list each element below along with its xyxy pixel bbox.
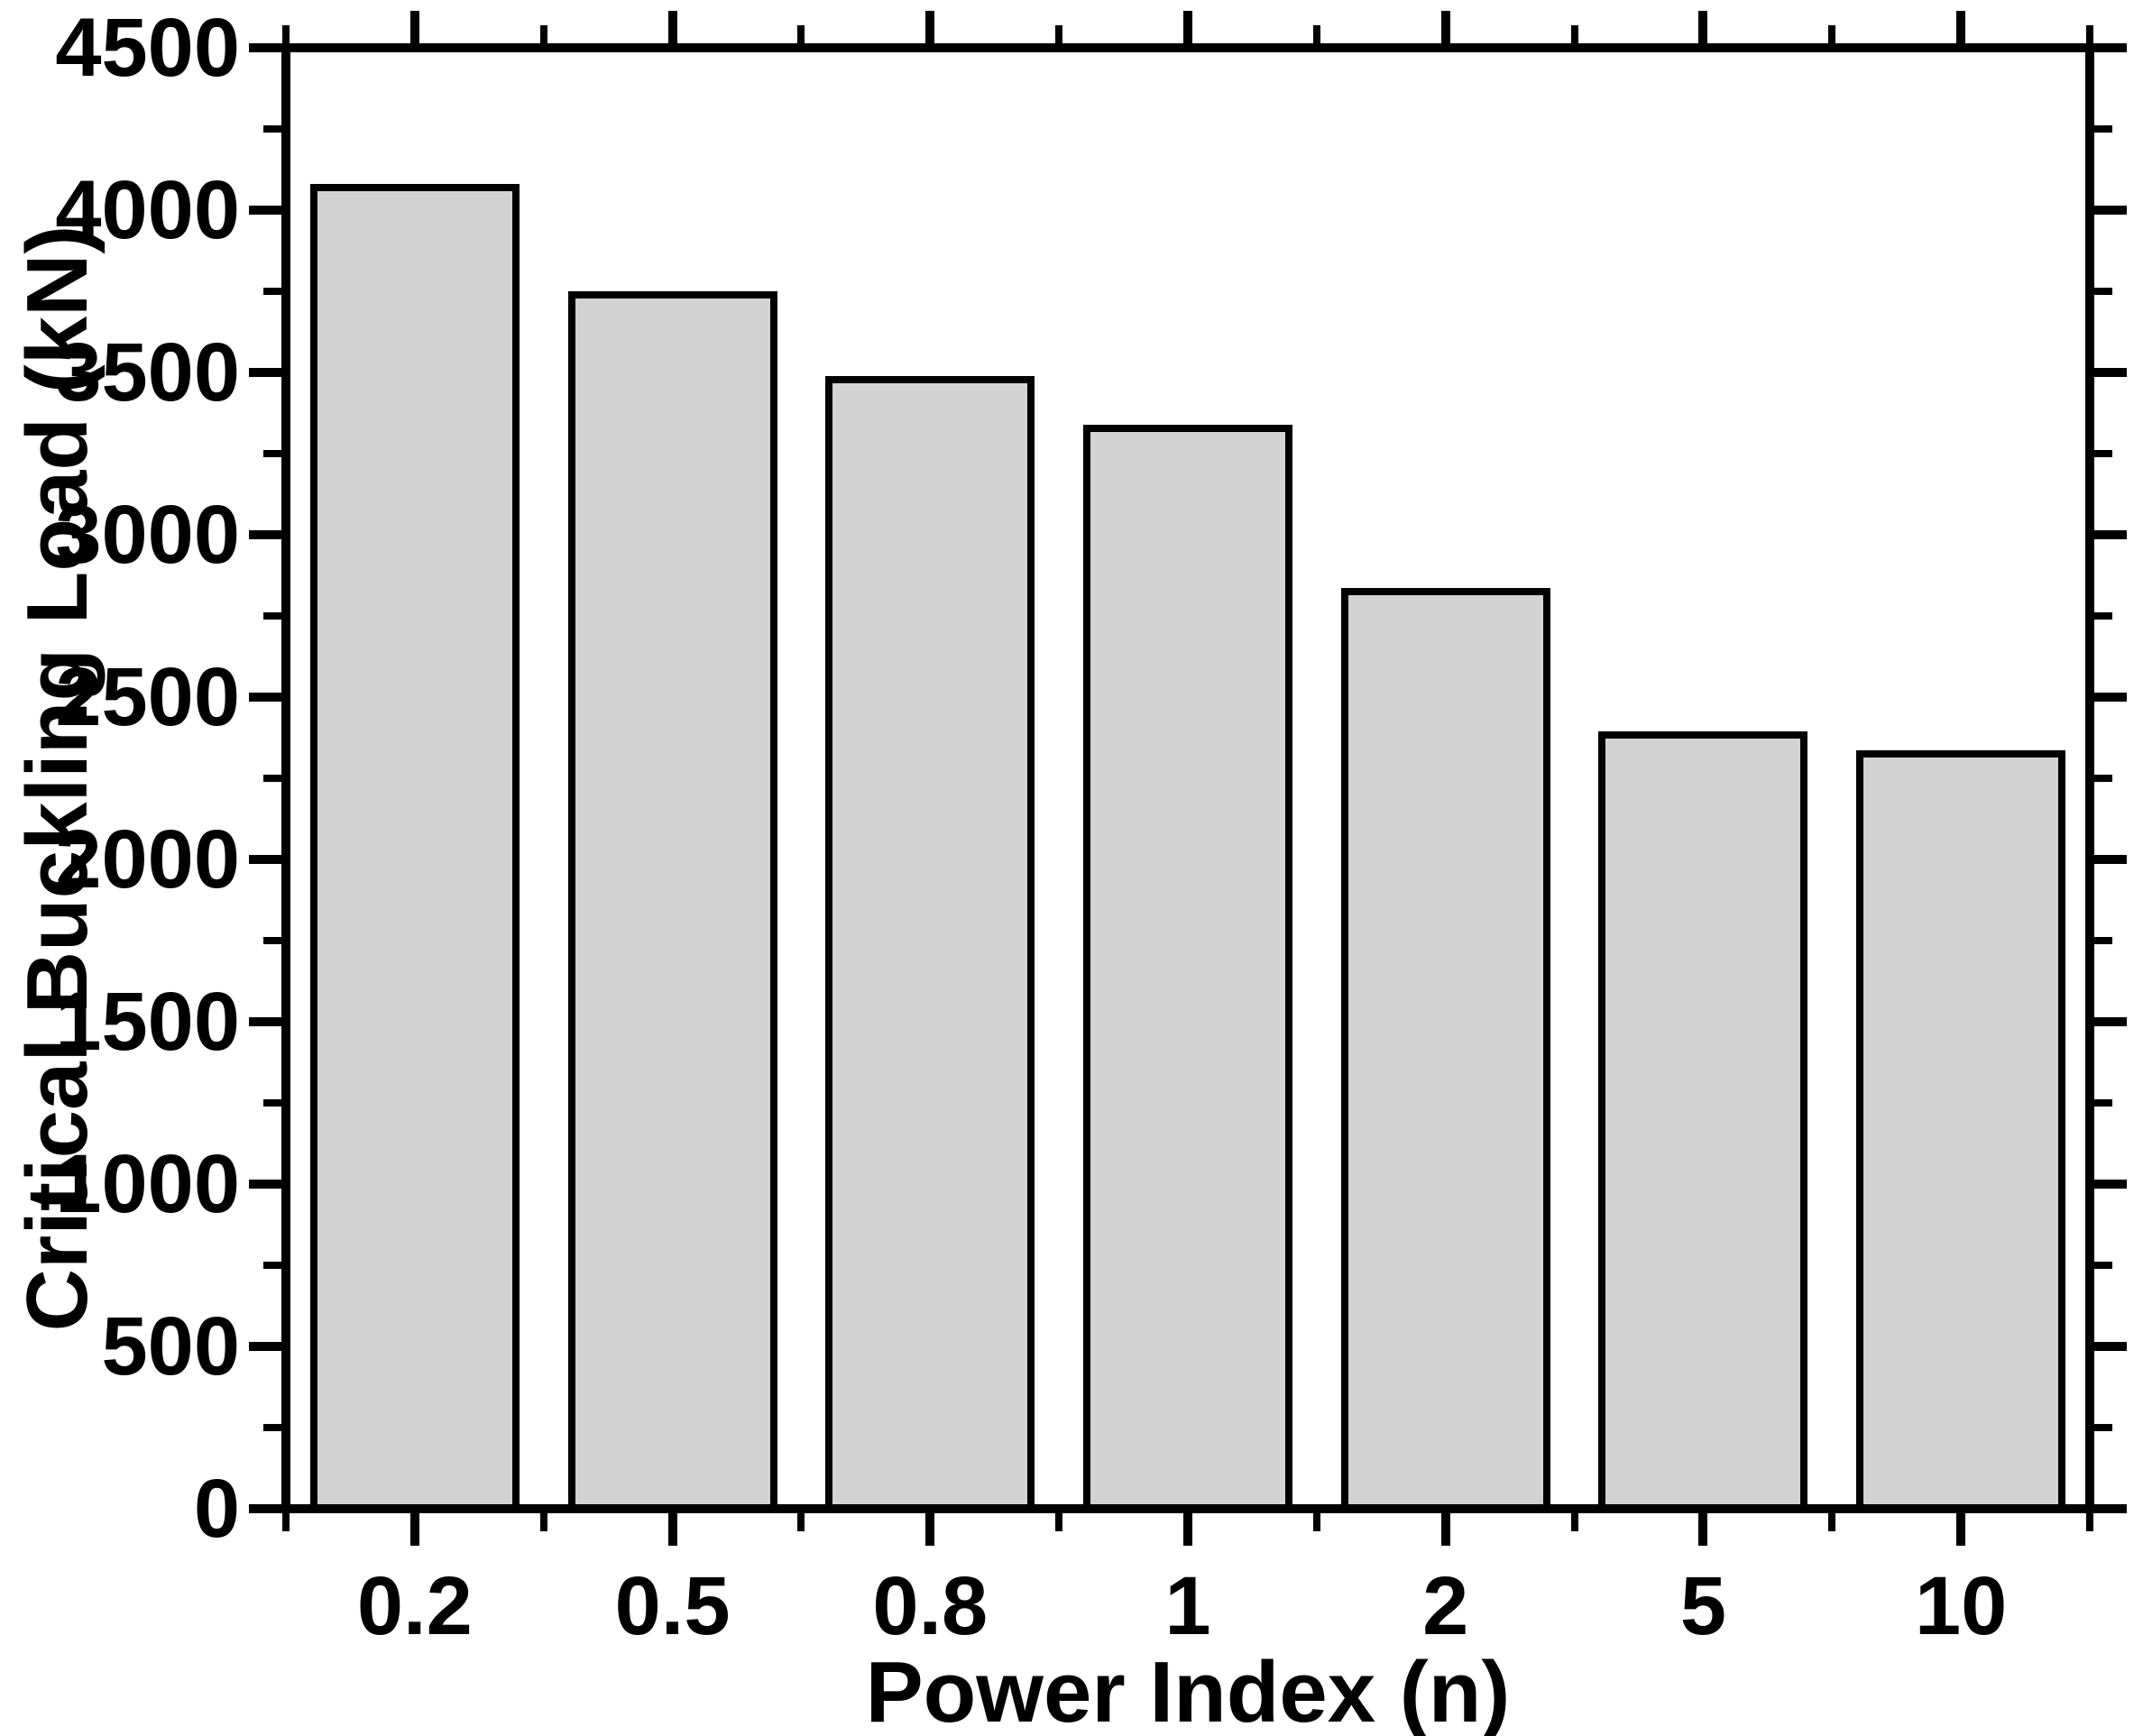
y-major-tick-right <box>2094 206 2127 215</box>
x-major-tick-bottom <box>667 1513 677 1546</box>
y-major-tick-right <box>2094 43 2127 52</box>
y-minor-tick-right <box>2094 612 2112 620</box>
x-minor-tick-bottom <box>1570 1513 1578 1531</box>
y-tick-label: 1500 <box>55 976 240 1068</box>
x-minor-tick-bottom <box>539 1513 547 1531</box>
y-tick-label: 4000 <box>55 164 240 256</box>
y-minor-tick-right <box>2094 125 2112 133</box>
x-tick-label: 0.5 <box>614 1560 731 1652</box>
y-major-tick-left <box>249 693 281 702</box>
y-tick-label: 3500 <box>55 326 240 418</box>
y-minor-tick-right <box>2094 775 2112 782</box>
y-tick-label: 2500 <box>55 651 240 743</box>
y-minor-tick-right <box>2094 1424 2112 1431</box>
x-minor-tick-top <box>1055 25 1063 43</box>
y-major-tick-right <box>2094 1504 2127 1513</box>
y-major-tick-right <box>2094 855 2127 864</box>
x-minor-tick-top <box>2086 25 2093 43</box>
x-minor-tick-bottom <box>1312 1513 1320 1531</box>
axes-frame <box>281 43 2094 1513</box>
y-major-tick-left <box>249 206 281 215</box>
x-major-tick-top <box>1440 11 1450 43</box>
x-major-tick-top <box>1698 11 1708 43</box>
y-major-tick-left <box>249 43 281 52</box>
y-minor-tick-left <box>263 937 281 944</box>
y-major-tick-right <box>2094 693 2127 702</box>
x-minor-tick-top <box>797 25 805 43</box>
y-major-tick-left <box>249 1017 281 1026</box>
x-tick-label: 5 <box>1679 1560 1726 1652</box>
y-major-tick-right <box>2094 368 2127 377</box>
y-major-tick-left <box>249 530 281 539</box>
y-major-tick-right <box>2094 1180 2127 1189</box>
y-tick-label: 0 <box>193 1463 240 1555</box>
y-minor-tick-right <box>2094 1099 2112 1107</box>
x-major-tick-bottom <box>1698 1513 1708 1546</box>
y-minor-tick-left <box>263 1424 281 1431</box>
y-major-tick-right <box>2094 1017 2127 1026</box>
y-minor-tick-left <box>263 1262 281 1269</box>
bar-0.2 <box>309 184 520 1509</box>
y-minor-tick-right <box>2094 1262 2112 1269</box>
x-tick-label: 0.2 <box>356 1560 473 1652</box>
y-major-tick-right <box>2094 530 2127 539</box>
y-minor-tick-left <box>263 125 281 133</box>
y-major-tick-right <box>2094 1342 2127 1351</box>
x-minor-tick-bottom <box>1828 1513 1836 1531</box>
x-major-tick-bottom <box>1183 1513 1192 1546</box>
x-minor-tick-top <box>1570 25 1578 43</box>
bar-0.5 <box>567 291 777 1509</box>
y-tick-label: 4500 <box>55 2 240 94</box>
y-minor-tick-right <box>2094 288 2112 295</box>
bar-1 <box>1083 425 1292 1509</box>
x-minor-tick-bottom <box>282 1513 290 1531</box>
x-tick-label: 1 <box>1164 1560 1211 1652</box>
x-minor-tick-top <box>282 25 290 43</box>
x-minor-tick-bottom <box>1055 1513 1063 1531</box>
y-major-tick-left <box>249 1342 281 1351</box>
x-minor-tick-bottom <box>797 1513 805 1531</box>
bar-5 <box>1598 731 1808 1509</box>
y-minor-tick-left <box>263 288 281 295</box>
plot-area <box>249 11 2127 1546</box>
bar-2 <box>1340 588 1550 1509</box>
x-major-tick-top <box>667 11 677 43</box>
bar-0.8 <box>825 376 1035 1509</box>
y-major-tick-left <box>249 1504 281 1513</box>
x-major-tick-bottom <box>925 1513 935 1546</box>
x-minor-tick-top <box>1312 25 1320 43</box>
y-minor-tick-right <box>2094 937 2112 944</box>
x-minor-tick-top <box>1828 25 1836 43</box>
x-major-tick-top <box>925 11 935 43</box>
x-minor-tick-top <box>539 25 547 43</box>
x-major-tick-top <box>409 11 419 43</box>
y-minor-tick-left <box>263 450 281 457</box>
x-minor-tick-bottom <box>2086 1513 2093 1531</box>
y-major-tick-left <box>249 855 281 864</box>
x-major-tick-bottom <box>1440 1513 1450 1546</box>
y-tick-label: 1000 <box>55 1138 240 1230</box>
x-tick-label: 2 <box>1422 1560 1469 1652</box>
x-axis-title: Power Index (n) <box>865 1644 1511 1736</box>
x-tick-label: 0.8 <box>872 1560 989 1652</box>
x-tick-label: 10 <box>1914 1560 2008 1652</box>
x-major-tick-bottom <box>409 1513 419 1546</box>
y-major-tick-left <box>249 368 281 377</box>
y-minor-tick-left <box>263 612 281 620</box>
x-major-tick-top <box>1956 11 1966 43</box>
y-minor-tick-left <box>263 1099 281 1107</box>
x-major-tick-top <box>1183 11 1192 43</box>
bar-10 <box>1856 750 2066 1509</box>
y-tick-label: 3000 <box>55 489 240 581</box>
y-tick-label: 500 <box>101 1300 241 1392</box>
x-major-tick-bottom <box>1956 1513 1966 1546</box>
y-minor-tick-left <box>263 775 281 782</box>
y-minor-tick-right <box>2094 450 2112 457</box>
y-tick-label: 2000 <box>55 813 240 905</box>
y-major-tick-left <box>249 1180 281 1189</box>
